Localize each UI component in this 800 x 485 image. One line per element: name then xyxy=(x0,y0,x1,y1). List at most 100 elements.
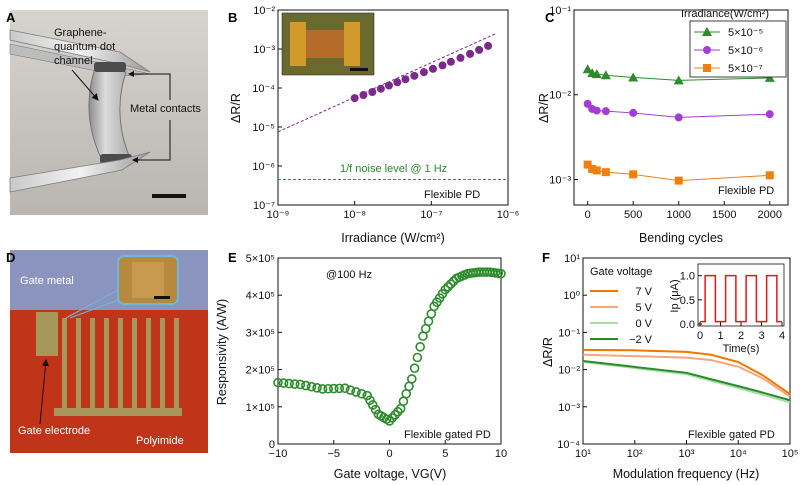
panel-e-point xyxy=(409,363,420,374)
panel-c-point xyxy=(582,64,593,74)
panel-e: E −10 −5 0 5 10 0 1×10⁵ 2×10⁵ 3×10⁵ 4×10⁵ 5×10⁵ @1… xyxy=(215,250,507,481)
panel-b-ytick-label: 10⁻³ xyxy=(253,44,275,56)
contacts-arrow-bottom xyxy=(132,157,138,163)
panel-c-xtick-label: 500 xyxy=(624,209,642,221)
panel-e-point xyxy=(328,383,339,394)
panel-c: C 0 500 1000 1500 2000 10⁻³ 10⁻² 10⁻¹ Irradianc… xyxy=(537,5,789,245)
panel-d: D Gate metal Gate electrode Polyimide xyxy=(6,250,208,453)
panel-c-point xyxy=(765,110,774,119)
panel-f-series-line xyxy=(582,360,791,402)
panel-f-inset: 0 1 2 3 4 0.0 0.5 1.0 xyxy=(680,271,785,342)
panel-e-point xyxy=(334,383,345,394)
panel-f-series xyxy=(582,348,791,404)
panel-c-point xyxy=(583,160,592,169)
panel-f-inset-ylabel: Ip (μA) xyxy=(669,279,681,312)
panel-b-point xyxy=(438,61,447,70)
panel-b-point xyxy=(428,64,437,73)
panel-c-series xyxy=(582,64,775,185)
inset-b-channel xyxy=(306,30,344,58)
panel-d-letter: D xyxy=(6,250,15,265)
panel-b-point xyxy=(359,91,368,100)
panel-b-ytick-label: 10⁻⁴ xyxy=(252,83,275,95)
panel-c-ticks: 0 500 1000 1500 2000 10⁻³ 10⁻² 10⁻¹ xyxy=(549,5,782,221)
gate-electrode-arrow xyxy=(39,359,49,425)
panel-c-point xyxy=(628,72,639,82)
panel-c-legend-label: 5×10⁻⁶ xyxy=(728,45,763,57)
panel-f-ytick-label: 10⁰ xyxy=(563,290,580,302)
panel-f-inset-xtick-label: 0 xyxy=(697,330,703,342)
panel-e-ylabel: Responsivity (A/W) xyxy=(215,299,229,405)
panel-c-point xyxy=(629,108,638,117)
panel-b-ytick-label: 10⁻⁶ xyxy=(252,161,275,173)
gate-metal-label: Gate metal xyxy=(20,275,74,287)
panel-e-point xyxy=(317,384,328,394)
panel-f-inset-xlabel: Time(s) xyxy=(723,343,760,355)
panel-f-legend-label: 5 V xyxy=(635,302,652,314)
panel-c-xtick-label: 0 xyxy=(585,209,591,221)
panel-e-points xyxy=(273,267,506,426)
panel-f-series-line xyxy=(582,361,791,404)
panel-b-point xyxy=(410,71,419,80)
panel-e-xtick-label: 5 xyxy=(442,448,448,460)
panel-e-point xyxy=(351,387,361,397)
panel-e-ytick-label: 3×10⁵ xyxy=(246,327,275,339)
panel-b-point xyxy=(376,84,385,93)
scale-bar-b xyxy=(350,68,368,71)
channel-label-2: quantum dot xyxy=(54,41,115,53)
panel-e-xtick-label: 10 xyxy=(495,448,507,460)
panel-e-point xyxy=(446,279,456,289)
panel-e-ytick-label: 4×10⁵ xyxy=(246,290,275,302)
panel-c-ytick-label: 10⁻² xyxy=(549,90,571,102)
panel-c-xtick-label: 1500 xyxy=(712,209,736,221)
gate-electrode-label: Gate electrode xyxy=(18,425,90,437)
zoom-line-1 xyxy=(65,289,119,319)
panel-e-ytick-label: 1×10⁵ xyxy=(246,402,275,414)
panel-b-point xyxy=(475,45,484,54)
panel-f-inset-ytick-label: 0.5 xyxy=(680,295,695,307)
panel-b-device: Flexible PD xyxy=(424,189,480,201)
panel-f-inset-xtick-label: 1 xyxy=(717,330,723,342)
panel-e-point xyxy=(278,378,289,388)
panel-c-device: Flexible PD xyxy=(718,185,774,197)
panel-a: A Graphene- quantum dot channel Metal co… xyxy=(6,10,208,215)
panel-f-inset-ytick-label: 0.0 xyxy=(680,319,695,331)
panel-c-point xyxy=(674,176,683,185)
panel-c-legend-marker xyxy=(702,27,712,36)
panel-e-point xyxy=(340,383,350,394)
panel-c-point xyxy=(591,69,602,79)
panel-b-point xyxy=(456,53,465,62)
panel-c-xtick-label: 2000 xyxy=(758,209,782,221)
panel-c-legend-marker xyxy=(703,64,711,72)
panel-f-inset-xtick-label: 2 xyxy=(738,330,744,342)
panel-e-point xyxy=(362,390,373,401)
panel-c-letter: C xyxy=(545,10,555,25)
noise-level-label: 1/f noise level @ 1 Hz xyxy=(340,163,447,175)
panel-e-xlabel: Gate voltage, VG(V) xyxy=(334,467,447,481)
panel-e-point xyxy=(415,342,425,352)
panel-e-point xyxy=(406,374,417,384)
panel-b-point xyxy=(446,57,455,66)
tweezer-upper xyxy=(9,29,151,73)
panel-c-legend-label: 5×10⁻⁷ xyxy=(728,63,763,75)
panel-b-xtick-label: 10⁻⁷ xyxy=(420,209,442,221)
panel-c-point xyxy=(588,164,597,173)
inset-b-right-contact xyxy=(344,22,360,66)
panel-e-point xyxy=(356,388,367,399)
panel-f-ytick-label: 10¹ xyxy=(564,253,580,265)
panel-b-frame xyxy=(277,9,509,206)
panel-e-point xyxy=(496,268,506,279)
panel-b-ytick-label: 10⁻² xyxy=(253,5,275,17)
panel-c-legend-label: 5×10⁻⁵ xyxy=(728,27,763,39)
panel-b-xtick-label: 10⁻⁹ xyxy=(267,209,290,221)
channel-label-1: Graphene- xyxy=(54,27,107,39)
panel-b-point xyxy=(419,68,428,77)
panel-c-frame xyxy=(573,9,789,206)
scale-bar-d xyxy=(154,296,170,299)
panel-b-xtick-label: 10⁻⁸ xyxy=(343,209,366,221)
panel-e-point xyxy=(440,284,451,295)
panel-b-point xyxy=(393,78,402,87)
panel-e-ytick-label: 2×10⁵ xyxy=(246,365,275,377)
panel-b-xtick-label: 10⁻⁶ xyxy=(497,209,520,221)
panel-c-point xyxy=(600,70,611,80)
panel-e-point xyxy=(301,380,311,391)
